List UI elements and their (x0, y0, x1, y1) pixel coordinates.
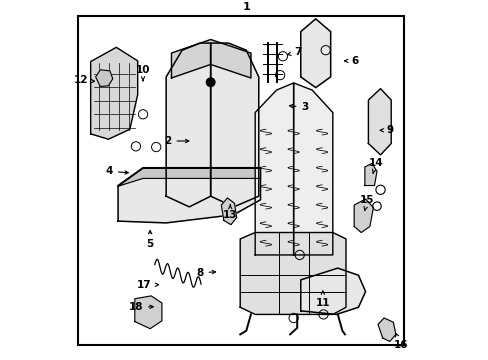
Polygon shape (240, 233, 346, 314)
Text: 9: 9 (380, 125, 393, 135)
Text: 2: 2 (164, 136, 188, 146)
Polygon shape (255, 83, 293, 255)
Polygon shape (90, 48, 138, 139)
Text: 18: 18 (128, 302, 153, 312)
Polygon shape (377, 318, 395, 342)
Text: 8: 8 (196, 268, 215, 278)
Polygon shape (300, 268, 365, 314)
Text: 4: 4 (105, 166, 128, 176)
Text: 17: 17 (137, 280, 158, 290)
Text: 11: 11 (315, 291, 329, 308)
Text: 3: 3 (289, 102, 308, 112)
Polygon shape (118, 168, 260, 186)
Polygon shape (353, 199, 373, 233)
Text: 14: 14 (368, 158, 383, 173)
Polygon shape (166, 43, 210, 207)
Polygon shape (210, 43, 258, 207)
Polygon shape (367, 89, 390, 155)
Polygon shape (118, 168, 260, 223)
Polygon shape (293, 83, 332, 255)
Polygon shape (221, 198, 236, 225)
Polygon shape (364, 163, 376, 185)
Text: 5: 5 (146, 230, 153, 249)
Polygon shape (171, 40, 250, 78)
Text: 16: 16 (393, 333, 407, 350)
Text: 10: 10 (136, 65, 150, 81)
Text: 6: 6 (344, 56, 358, 66)
Circle shape (206, 78, 215, 86)
Polygon shape (300, 19, 330, 87)
Text: 15: 15 (359, 195, 374, 211)
Polygon shape (96, 70, 113, 86)
Text: 13: 13 (223, 205, 237, 220)
Text: 1: 1 (242, 2, 250, 12)
Polygon shape (135, 296, 162, 329)
Text: 12: 12 (73, 76, 94, 85)
Text: 7: 7 (287, 47, 301, 57)
